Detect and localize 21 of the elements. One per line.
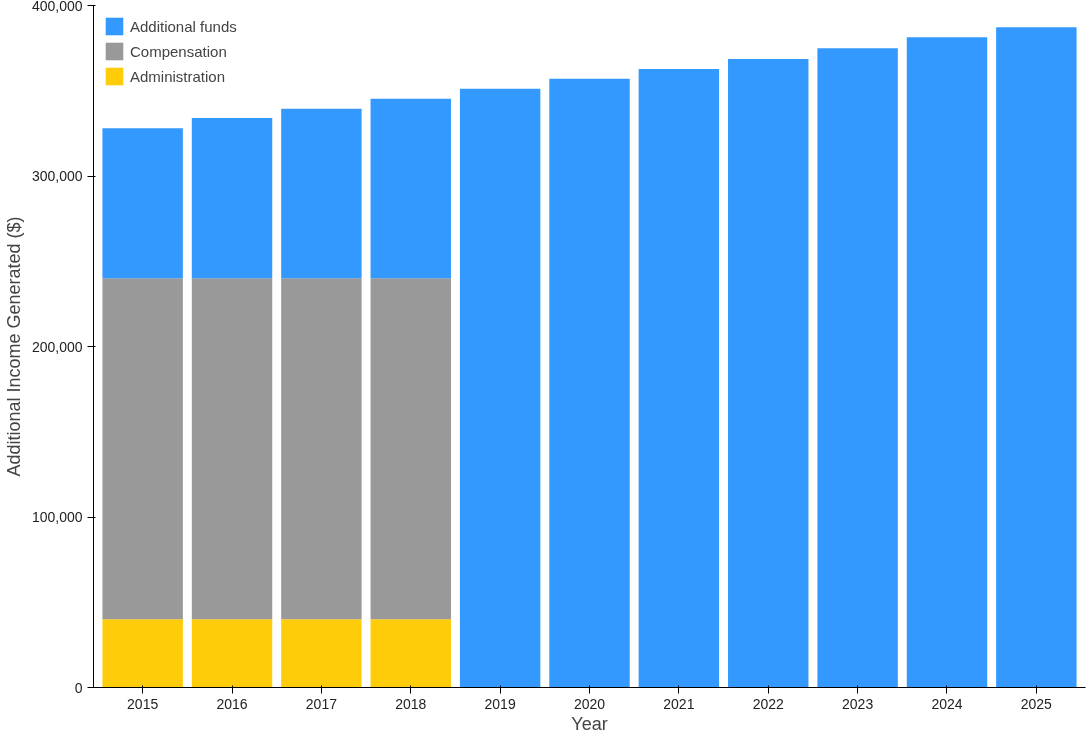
- x-tick-label: 2022: [752, 695, 785, 712]
- x-tick-label: 2019: [484, 695, 516, 712]
- x-tick-label: 2021: [663, 695, 695, 712]
- x-tick-label: 2023: [842, 695, 874, 712]
- x-tick-label: 2020: [573, 695, 606, 712]
- x-tick-label: 2017: [305, 695, 338, 712]
- y-tick-label: 100,000: [31, 509, 83, 525]
- x-tick-label: 2018: [395, 695, 427, 712]
- legend-label: Compensation: [130, 42, 227, 60]
- x-tick-label: 2025: [1020, 695, 1053, 712]
- y-tick-label: 200,000: [31, 338, 83, 355]
- y-tick-label: 300,000: [31, 168, 83, 184]
- x-tick-label: 2016: [216, 695, 248, 712]
- x-tick-label: 2015: [127, 695, 159, 712]
- legend-label: Additional funds: [130, 17, 237, 35]
- x-axis-title: Year: [571, 713, 608, 734]
- x-tick-label: 2024: [931, 695, 963, 712]
- y-tick-label: 0: [74, 679, 83, 696]
- y-axis-title: Additional Income Generated ($): [3, 216, 24, 477]
- legend-label: Administration: [130, 67, 226, 85]
- y-tick-label: 400,000: [31, 0, 83, 14]
